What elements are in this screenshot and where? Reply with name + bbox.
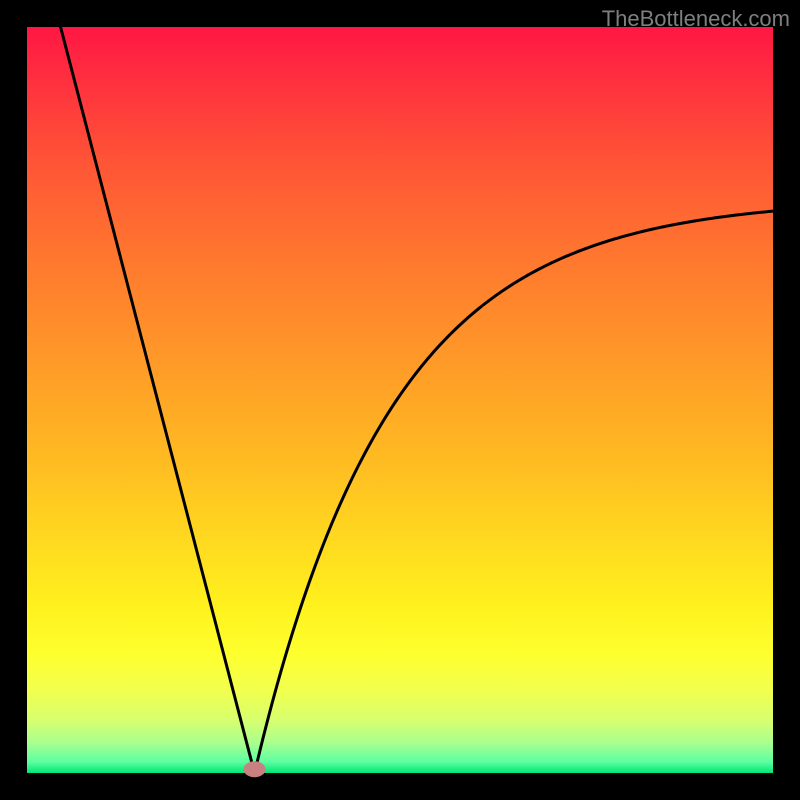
chart-background — [27, 27, 773, 773]
bottleneck-chart — [0, 0, 800, 800]
watermark-label: TheBottleneck.com — [602, 6, 790, 32]
optimal-point-marker — [244, 761, 266, 777]
